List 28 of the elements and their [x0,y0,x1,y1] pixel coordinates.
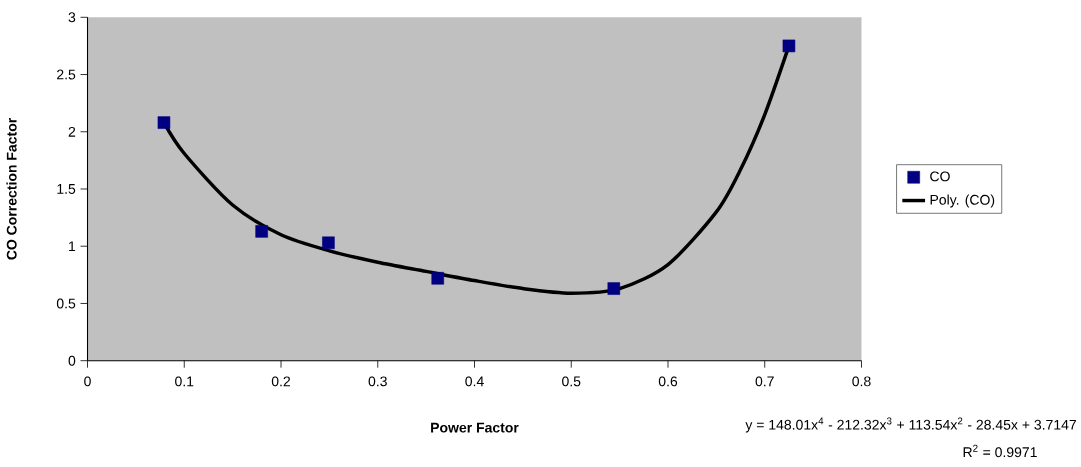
x-axis-title: Power Factor [431,422,519,433]
y-axis-title: CO Correction Factor [6,118,17,260]
text: R$^{2}$ = 0.9971 [963,444,1037,458]
point [255,225,268,238]
legend-label: Poly. (CO) [930,194,995,208]
x-tick-label: 0.5 [562,376,581,387]
x-tick-label: 0.3 [368,376,387,387]
legend-label: CO [930,171,950,182]
x-tick-label: 0.8 [852,376,871,387]
x-tick-label: 0.6 [658,376,678,387]
point [322,236,335,250]
x-tick-label: 0.2 [271,376,291,387]
x-tick-label: 0 [84,376,91,387]
point [431,272,445,285]
y-tick-label: 0.5 [56,298,76,309]
y-tick-label: 1.5 [57,184,76,194]
y-tick-label: 3 [68,12,76,23]
x-tick-label: 0.1 [175,376,194,387]
y-tick-label: 2.5 [57,69,76,80]
point [782,39,796,53]
y-tick-label: 2 [68,126,76,137]
text: y = 148.01x$^{4}$ - 212.32x$^{3}$ + 113.54x$^{2}$ - 28.45x + 3.7147 [745,417,1076,433]
point [607,282,621,295]
x-tick-label: 0.4 [465,376,484,387]
x-tick-label: 0.7 [755,376,774,387]
point [157,116,171,129]
y-tick-label: 0 [68,355,76,366]
y-tick-label: 1 [69,241,76,252]
